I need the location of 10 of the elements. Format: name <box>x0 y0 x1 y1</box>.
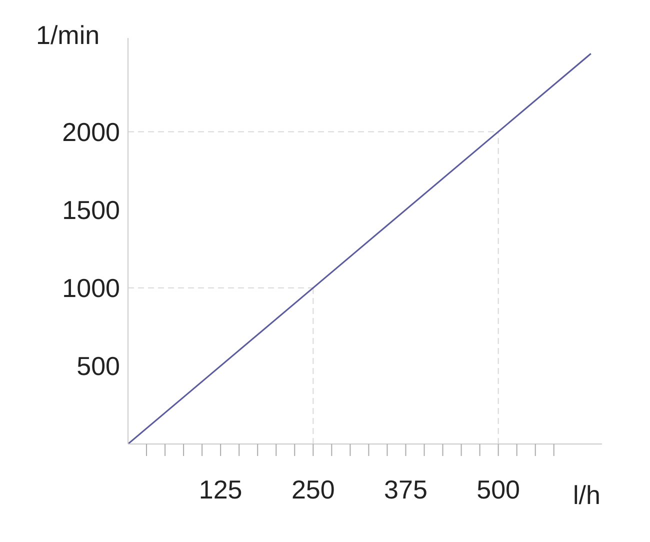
y-tick-label: 500 <box>76 351 120 382</box>
y-tick-label: 2000 <box>62 116 120 147</box>
y-tick-label: 1000 <box>62 273 120 304</box>
x-axis-title: l/h <box>573 480 600 511</box>
y-axis-title: 1/min <box>36 20 100 51</box>
x-tick-label: 500 <box>476 474 520 504</box>
x-tick-label: 125 <box>198 474 242 504</box>
x-tick-label: 375 <box>384 474 428 504</box>
x-tick-label: 250 <box>291 474 335 504</box>
y-tick-label: 1500 <box>62 195 120 225</box>
